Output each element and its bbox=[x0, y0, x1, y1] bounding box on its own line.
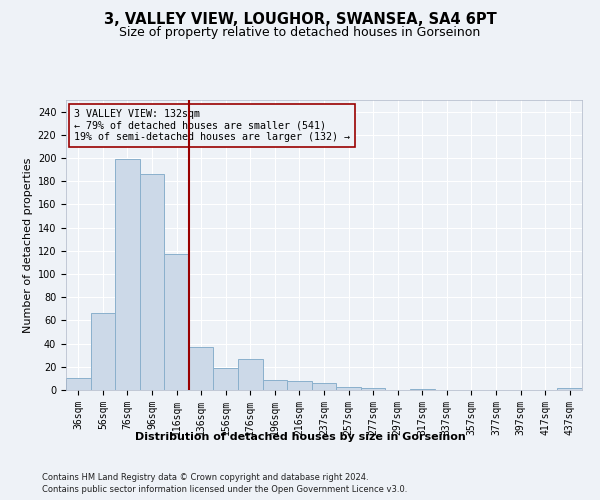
Text: Contains HM Land Registry data © Crown copyright and database right 2024.: Contains HM Land Registry data © Crown c… bbox=[42, 472, 368, 482]
Bar bbox=[189, 347, 214, 390]
Bar bbox=[214, 368, 238, 390]
Text: Contains public sector information licensed under the Open Government Licence v3: Contains public sector information licen… bbox=[42, 485, 407, 494]
Bar bbox=[410, 389, 434, 390]
Bar bbox=[557, 388, 582, 390]
Bar bbox=[263, 380, 287, 390]
Text: Distribution of detached houses by size in Gorseinon: Distribution of detached houses by size … bbox=[134, 432, 466, 442]
Bar bbox=[66, 378, 91, 390]
Y-axis label: Number of detached properties: Number of detached properties bbox=[23, 158, 34, 332]
Bar bbox=[91, 314, 115, 390]
Text: Size of property relative to detached houses in Gorseinon: Size of property relative to detached ho… bbox=[119, 26, 481, 39]
Text: 3, VALLEY VIEW, LOUGHOR, SWANSEA, SA4 6PT: 3, VALLEY VIEW, LOUGHOR, SWANSEA, SA4 6P… bbox=[104, 12, 496, 28]
Bar bbox=[287, 380, 312, 390]
Bar bbox=[312, 383, 336, 390]
Bar bbox=[336, 386, 361, 390]
Bar bbox=[361, 388, 385, 390]
Bar bbox=[140, 174, 164, 390]
Bar bbox=[115, 159, 140, 390]
Bar bbox=[238, 358, 263, 390]
Text: 3 VALLEY VIEW: 132sqm
← 79% of detached houses are smaller (541)
19% of semi-det: 3 VALLEY VIEW: 132sqm ← 79% of detached … bbox=[74, 108, 350, 142]
Bar bbox=[164, 254, 189, 390]
